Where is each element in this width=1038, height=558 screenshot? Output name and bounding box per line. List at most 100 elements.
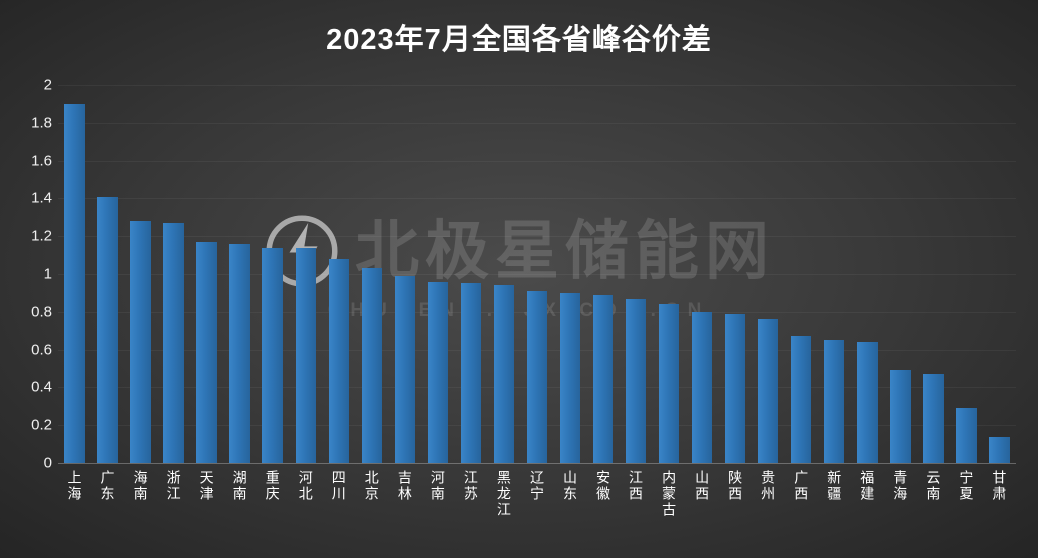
x-axis-label: 北京 (363, 470, 380, 502)
x-axis-label: 江西 (628, 470, 645, 502)
bar (956, 408, 977, 463)
x-axis-label: 广东 (99, 470, 116, 502)
gridline (58, 85, 1016, 86)
x-axis-label: 河南 (429, 470, 446, 502)
x-axis-label: 宁夏 (958, 470, 975, 502)
bar (923, 374, 944, 463)
bar-group: 江苏 (454, 85, 487, 502)
bar (559, 292, 581, 463)
bar-group: 重庆 (256, 85, 289, 502)
bar-group: 海南 (124, 85, 157, 502)
x-axis-label: 江苏 (462, 470, 479, 502)
x-axis-label: 吉林 (396, 470, 413, 502)
y-tick-label: 0.8 (31, 303, 52, 321)
bar-group: 天津 (190, 85, 223, 502)
bar-group: 陕西 (719, 85, 752, 502)
x-axis-label: 重庆 (264, 470, 281, 502)
bar (625, 298, 647, 463)
y-tick-label: 1.4 (31, 189, 52, 207)
y-tick-label: 2 (43, 76, 52, 94)
x-axis-label: 山西 (694, 470, 711, 502)
bar-group: 河北 (289, 85, 322, 502)
bar (163, 222, 184, 463)
y-tick-label: 1.8 (31, 114, 52, 132)
gridline (58, 122, 1016, 124)
y-tick-label: 1 (43, 265, 52, 283)
x-axis-label: 河北 (297, 470, 314, 502)
bar (592, 294, 614, 463)
x-axis-label: 内蒙古 (661, 470, 678, 518)
bar (262, 247, 283, 463)
bar-group: 河南 (421, 85, 454, 502)
gridline (58, 274, 1016, 275)
x-axis-label: 黑龙江 (495, 470, 512, 518)
x-axis-label: 辽宁 (528, 470, 545, 502)
bar-group: 山东 (553, 85, 586, 502)
chart-title: 2023年7月全国各省峰谷价差 (326, 24, 712, 56)
y-tick-label: 0.4 (31, 378, 52, 396)
bar (196, 241, 217, 463)
bar-group: 江西 (620, 85, 653, 502)
x-axis-label: 青海 (892, 470, 909, 502)
bar-group: 福建 (851, 85, 884, 502)
chart-area: 0 0.2 0.4 0.6 0.8 1 1.2 1.4 1.6 1.8 2 上海 广东 海南 浙江 天津 湖南… (14, 70, 1024, 558)
x-axis-label: 贵州 (760, 470, 777, 502)
bar (64, 103, 85, 463)
x-axis-label: 甘肃 (991, 470, 1008, 502)
x-axis-label: 浙江 (165, 470, 182, 502)
x-axis-label: 云南 (925, 470, 942, 502)
x-axis-label: 福建 (859, 470, 876, 502)
x-axis-label: 湖南 (231, 470, 248, 502)
bar (229, 243, 250, 463)
bar-group: 云南 (917, 85, 950, 502)
y-tick-label: 1.6 (31, 152, 52, 170)
bar-group: 四川 (322, 85, 355, 502)
gridline (58, 160, 1016, 162)
bar (989, 436, 1010, 463)
bar (97, 196, 118, 463)
bar (493, 285, 515, 463)
bar-group: 辽宁 (520, 85, 553, 502)
bar-group: 青海 (884, 85, 917, 502)
x-axis-label: 安徽 (595, 470, 612, 502)
bar (724, 313, 746, 463)
x-axis-label: 天津 (198, 470, 215, 502)
bar (328, 258, 349, 463)
bar (890, 370, 911, 463)
y-tick-label: 0 (43, 454, 52, 472)
bar (361, 268, 383, 463)
bar-group: 安徽 (587, 85, 620, 502)
bar (130, 221, 151, 463)
bar-group: 山西 (686, 85, 719, 502)
x-axis-label: 山东 (561, 470, 578, 502)
bar (427, 281, 449, 463)
bar (658, 304, 680, 463)
bar-group: 新疆 (818, 85, 851, 502)
y-tick-label: 0.2 (31, 416, 52, 434)
bar (857, 342, 878, 463)
bar-group: 广东 (91, 85, 124, 502)
bar-group: 广西 (785, 85, 818, 502)
x-axis-label: 海南 (132, 470, 149, 502)
bar (691, 311, 713, 463)
bar (790, 336, 812, 463)
bar-group: 浙江 (157, 85, 190, 502)
bar-group: 宁夏 (950, 85, 983, 502)
gridline (58, 236, 1016, 238)
x-axis-label: 上海 (66, 470, 83, 502)
bar-group: 湖南 (223, 85, 256, 502)
plot-area: 上海 广东 海南 浙江 天津 湖南 重庆 河北 四川 北京 吉林 河南 江苏 黑龙江 辽宁 山东 安徽 江西 内蒙古… (58, 85, 1016, 518)
bar-group: 内蒙古 (653, 85, 686, 518)
y-tick-label: 0.6 (31, 341, 52, 359)
bar (757, 319, 779, 463)
bar (394, 275, 416, 463)
bar-group: 北京 (355, 85, 388, 502)
x-axis-label: 四川 (330, 470, 347, 502)
bar (295, 247, 316, 463)
bar-group: 甘肃 (983, 85, 1016, 502)
bar-group: 吉林 (388, 85, 421, 502)
bar-group: 上海 (58, 85, 91, 502)
bar-group: 贵州 (752, 85, 785, 502)
bar-group: 黑龙江 (487, 85, 520, 518)
